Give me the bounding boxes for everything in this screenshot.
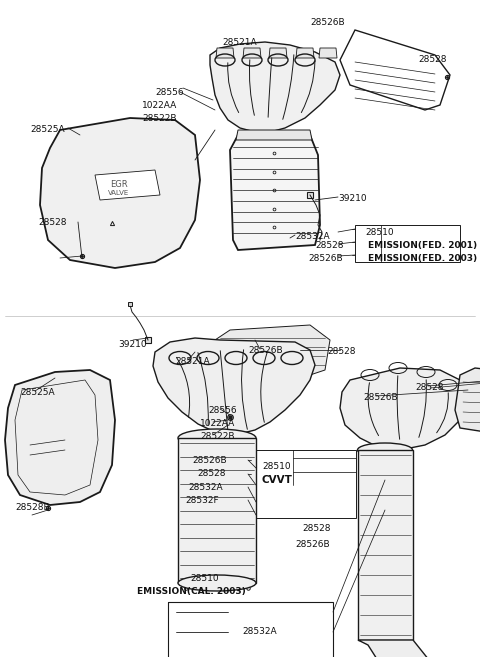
Text: 28532A: 28532A <box>188 483 223 492</box>
Text: 28522B: 28522B <box>142 114 177 123</box>
Polygon shape <box>215 325 330 375</box>
Text: 28528: 28528 <box>302 524 331 533</box>
Text: 39210: 39210 <box>118 340 146 349</box>
Text: 28532A: 28532A <box>295 232 330 241</box>
Polygon shape <box>210 42 340 132</box>
Text: 28526B: 28526B <box>308 254 343 263</box>
Text: EGR: EGR <box>110 180 128 189</box>
Text: 28526B: 28526B <box>248 346 283 355</box>
Text: 28528: 28528 <box>327 347 356 356</box>
Ellipse shape <box>178 575 256 591</box>
Text: 28510: 28510 <box>365 228 394 237</box>
Text: 28528: 28528 <box>418 55 446 64</box>
Polygon shape <box>95 170 160 200</box>
Polygon shape <box>319 48 337 58</box>
Polygon shape <box>455 368 480 435</box>
Text: 28526B: 28526B <box>295 540 330 549</box>
Text: VALVE: VALVE <box>108 190 129 196</box>
Polygon shape <box>230 135 320 250</box>
Text: 28528: 28528 <box>38 218 67 227</box>
Text: 28528B: 28528B <box>15 503 49 512</box>
Text: 28556: 28556 <box>208 406 237 415</box>
Text: 28525A: 28525A <box>30 125 65 134</box>
Text: 28528: 28528 <box>197 469 226 478</box>
Text: 39210: 39210 <box>338 194 367 203</box>
Polygon shape <box>340 30 450 110</box>
Polygon shape <box>236 130 312 140</box>
Polygon shape <box>269 48 287 58</box>
FancyBboxPatch shape <box>47 419 67 435</box>
Polygon shape <box>153 338 315 435</box>
Text: 28528: 28528 <box>415 383 444 392</box>
Text: EMISSION(FED. 2001): EMISSION(FED. 2001) <box>368 241 477 250</box>
Polygon shape <box>340 368 465 450</box>
Text: 28526B: 28526B <box>310 18 345 27</box>
Polygon shape <box>243 48 261 58</box>
Polygon shape <box>296 48 314 58</box>
Polygon shape <box>5 370 115 505</box>
Text: CVVT: CVVT <box>262 475 293 485</box>
Polygon shape <box>358 640 438 657</box>
Text: 1022AA: 1022AA <box>200 419 235 428</box>
Polygon shape <box>40 118 200 268</box>
Text: 28556: 28556 <box>155 88 184 97</box>
Text: 28522B: 28522B <box>200 432 235 441</box>
Polygon shape <box>178 438 256 583</box>
Text: 28521A: 28521A <box>222 38 257 47</box>
Ellipse shape <box>178 429 256 447</box>
Text: 28532A: 28532A <box>242 627 276 636</box>
Text: EMISSION(CAL. 2003): EMISSION(CAL. 2003) <box>137 587 246 596</box>
Ellipse shape <box>358 443 412 457</box>
Text: 28510: 28510 <box>262 462 290 471</box>
Polygon shape <box>216 48 234 58</box>
Text: EMISSION(FED. 2003): EMISSION(FED. 2003) <box>368 254 477 263</box>
Text: 28521A: 28521A <box>175 357 210 366</box>
Polygon shape <box>358 450 413 640</box>
Text: 28526B: 28526B <box>192 456 227 465</box>
Text: 28510: 28510 <box>190 574 218 583</box>
Text: 28532F: 28532F <box>185 496 218 505</box>
Text: 28526B: 28526B <box>363 393 397 402</box>
Text: 28525A: 28525A <box>20 388 55 397</box>
Text: 1022AA: 1022AA <box>142 101 177 110</box>
Text: 28528: 28528 <box>315 241 344 250</box>
